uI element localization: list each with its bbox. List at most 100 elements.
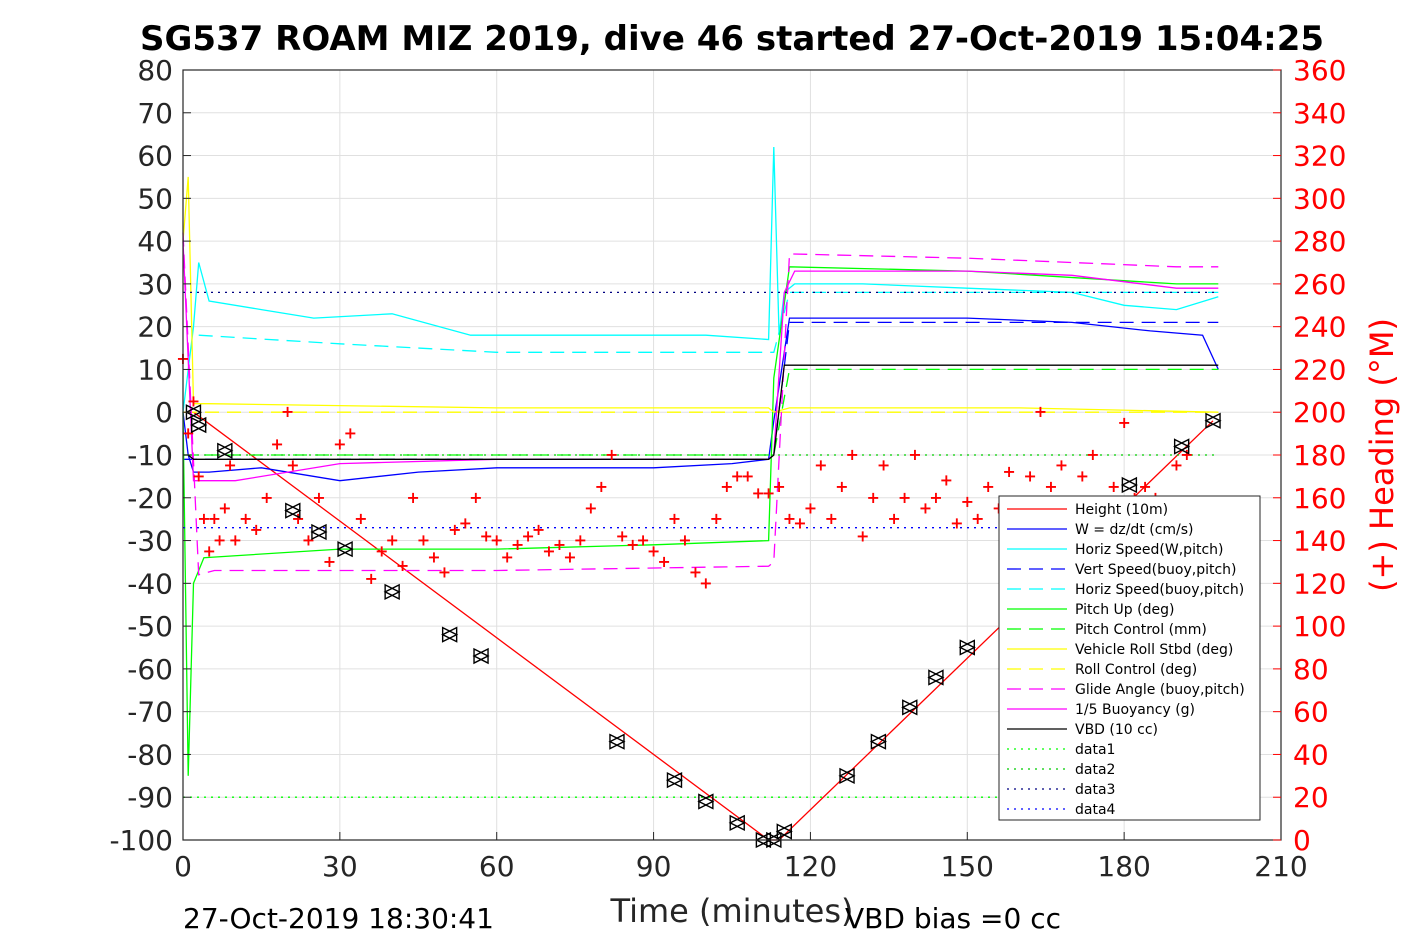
heading-point: + — [202, 541, 215, 560]
y-tick-label: 10 — [137, 353, 173, 386]
heading-point: + — [720, 477, 733, 496]
heading-point: + — [626, 535, 639, 554]
depth-marker — [775, 823, 793, 840]
heading-point: + — [1170, 456, 1183, 475]
depth-marker — [336, 540, 354, 558]
heading-point: + — [532, 520, 545, 539]
heading-point: + — [636, 531, 649, 550]
heading-point: + — [772, 477, 785, 496]
y-tick-label: 70 — [137, 97, 173, 130]
legend-entry-label: data3 — [1075, 782, 1115, 798]
heading-point: + — [213, 531, 226, 550]
depth-marker — [441, 626, 459, 643]
heading-point: + — [689, 563, 702, 582]
heading-point: + — [605, 445, 618, 464]
heading-point: + — [814, 456, 827, 475]
heading-point: + — [239, 509, 252, 528]
heading-point: + — [887, 509, 900, 528]
x-tick-label: 30 — [322, 850, 358, 883]
y-tick-label: -50 — [127, 610, 173, 643]
heading-point: + — [825, 509, 838, 528]
y2-tick-label: 280 — [1293, 225, 1346, 258]
y-tick-label: -20 — [127, 482, 173, 515]
heading-point: + — [908, 445, 921, 464]
series-line-3 — [183, 321, 1219, 460]
y2-tick-label: 180 — [1293, 439, 1346, 472]
y-tick-label: 20 — [137, 311, 173, 344]
depth-marker — [1173, 438, 1191, 455]
heading-point: + — [286, 456, 299, 475]
heading-point: + — [427, 548, 440, 567]
heading-point: + — [459, 513, 472, 532]
heading-point: + — [223, 456, 236, 475]
y2-tick-label: 320 — [1293, 140, 1346, 173]
y2-tick-label: 260 — [1293, 268, 1346, 301]
heading-point: + — [678, 531, 691, 550]
heading-point: + — [741, 466, 754, 485]
y-tick-label: -100 — [109, 824, 173, 857]
y-tick-label: 80 — [137, 54, 173, 87]
heading-point: + — [856, 526, 869, 545]
y2-tick-label: 360 — [1293, 54, 1346, 87]
depth-marker — [728, 814, 746, 832]
heading-point: + — [647, 541, 660, 560]
heading-point: + — [208, 509, 221, 528]
heading-point: + — [553, 535, 566, 554]
x-tick-label: 0 — [174, 850, 192, 883]
legend-entry-label: Vert Speed(buoy,pitch) — [1075, 562, 1237, 578]
depth-marker — [383, 583, 401, 601]
heading-point: + — [584, 498, 597, 517]
legend-entry-label: Glide Angle (buoy,pitch) — [1075, 682, 1245, 698]
legend-entry-label: data1 — [1075, 742, 1115, 758]
heading-point: + — [500, 548, 513, 567]
y-tick-label: -60 — [127, 653, 173, 686]
heading-point: + — [668, 509, 681, 528]
heading-point: + — [1023, 466, 1036, 485]
legend-box — [998, 495, 1261, 821]
y2-tick-label: 60 — [1293, 696, 1329, 729]
y-tick-label: 50 — [137, 182, 173, 215]
heading-point: + — [699, 573, 712, 592]
depth-marker — [869, 733, 887, 750]
depth-marker — [697, 793, 715, 810]
y2-tick-label: 140 — [1293, 525, 1346, 558]
y2-tick-label: 40 — [1293, 738, 1329, 771]
heading-point: + — [710, 509, 723, 528]
legend-entry-label: W = dz/dt (cm/s) — [1075, 522, 1194, 538]
heading-point: + — [438, 563, 451, 582]
heading-point: + — [218, 498, 231, 517]
y-axis-ticks: 80 70 60 50 40 30 20 10 0 -10 -20 -30 -40 -50 -60 -70 -8… — [109, 54, 191, 857]
x-tick-label: 120 — [784, 850, 837, 883]
heading-point: + — [270, 434, 283, 453]
y2-tick-label: 200 — [1293, 396, 1346, 429]
legend-entry-label: data4 — [1075, 802, 1116, 818]
y2-tick-label: 340 — [1293, 97, 1346, 130]
depth-marker — [284, 502, 302, 519]
heading-point: + — [281, 402, 294, 421]
y2-tick-label: 160 — [1293, 482, 1346, 515]
heading-point: + — [1044, 477, 1057, 496]
depth-marker — [190, 416, 208, 434]
depth-marker — [901, 699, 919, 716]
heading-point: + — [731, 466, 744, 485]
heading-point: + — [940, 471, 953, 490]
y2-tick-label: 100 — [1293, 610, 1346, 643]
legend-entry-label: Horiz Speed(W,pitch) — [1075, 542, 1223, 558]
y-tick-label: 40 — [137, 225, 173, 258]
heading-point: + — [323, 552, 336, 571]
depth-marker — [927, 669, 945, 686]
x-tick-label: 90 — [636, 850, 672, 883]
y2-tick-label: 120 — [1293, 567, 1346, 600]
heading-point: + — [574, 531, 587, 550]
y-tick-label: -90 — [127, 781, 173, 814]
x-tick-label: 60 — [479, 850, 515, 883]
y2-tick-label: 220 — [1293, 353, 1346, 386]
heading-point: + — [751, 484, 764, 503]
y-tick-label: -70 — [127, 696, 173, 729]
heading-point: + — [919, 498, 932, 517]
heading-point: + — [197, 509, 210, 528]
heading-point: + — [1117, 413, 1130, 432]
y-tick-label: -80 — [127, 738, 173, 771]
series-line-6 — [183, 368, 1219, 456]
legend-entry-label: Pitch Up (deg) — [1075, 602, 1174, 618]
